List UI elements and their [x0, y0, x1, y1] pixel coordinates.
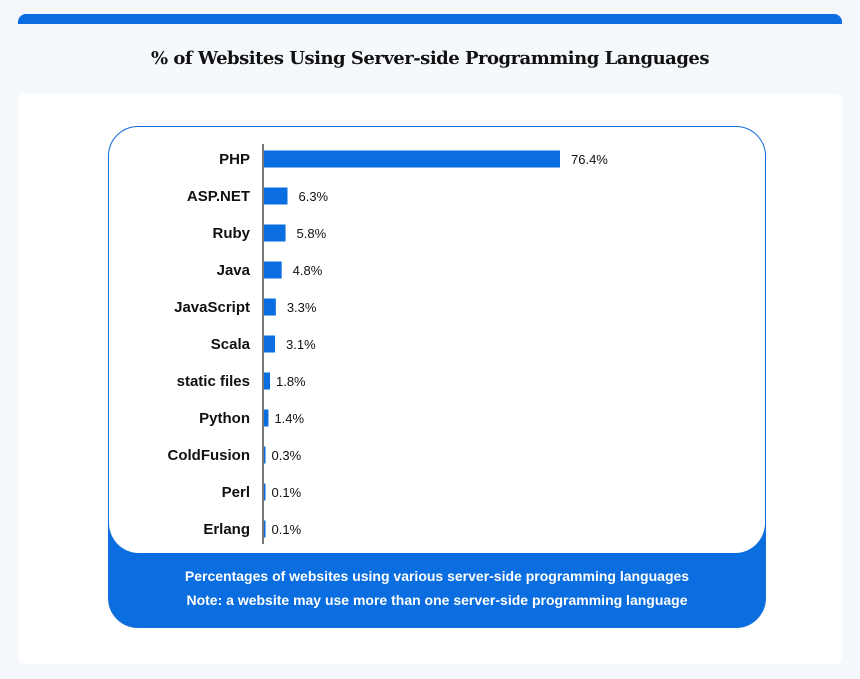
bar-chart: PHP 76.4% ASP.NET 6.3% Ruby 5.8% Java 4.8% JavaS…	[168, 144, 608, 544]
bar	[263, 446, 266, 464]
bar	[263, 520, 266, 538]
footnote-2: Note: a website may use more than one se…	[186, 592, 688, 608]
category-label: static files	[177, 373, 250, 390]
category-label: Perl	[222, 484, 250, 501]
value-label: 76.4%	[571, 152, 608, 167]
value-label: 6.3%	[298, 189, 328, 204]
value-label: 5.8%	[297, 226, 327, 241]
value-label: 0.3%	[272, 448, 302, 463]
bar	[263, 483, 266, 501]
value-label: 1.8%	[276, 374, 306, 389]
bar	[263, 224, 286, 242]
header: % of Websites Using Server-side Programm…	[18, 24, 842, 94]
chart-card: PHP 76.4% ASP.NET 6.3% Ruby 5.8% Java 4.8% JavaS…	[108, 126, 766, 628]
value-label: 0.1%	[272, 485, 302, 500]
plot-area: PHP 76.4% ASP.NET 6.3% Ruby 5.8% Java 4.8% JavaS…	[109, 127, 765, 553]
category-label: ColdFusion	[168, 447, 251, 464]
value-label: 0.1%	[272, 522, 302, 537]
bar	[263, 261, 282, 279]
bar	[263, 409, 269, 427]
value-label: 1.4%	[274, 411, 304, 426]
category-label: Erlang	[203, 521, 250, 538]
value-label: 3.1%	[286, 337, 316, 352]
bar	[263, 335, 276, 353]
category-label: ASP.NET	[187, 188, 250, 205]
value-label: 3.3%	[287, 300, 317, 315]
footnote-1: Percentages of websites using various se…	[184, 568, 690, 584]
bar	[263, 298, 276, 316]
category-label: Python	[199, 410, 250, 427]
category-label: JavaScript	[174, 299, 250, 316]
bar	[263, 187, 288, 205]
category-label: PHP	[219, 151, 250, 168]
category-label: Ruby	[213, 225, 251, 242]
bar	[263, 372, 270, 390]
chart-title: % of Websites Using Server-side Programm…	[150, 48, 710, 69]
category-label: Java	[217, 262, 251, 279]
value-label: 4.8%	[293, 263, 323, 278]
category-label: Scala	[211, 336, 251, 353]
bar	[263, 150, 560, 168]
